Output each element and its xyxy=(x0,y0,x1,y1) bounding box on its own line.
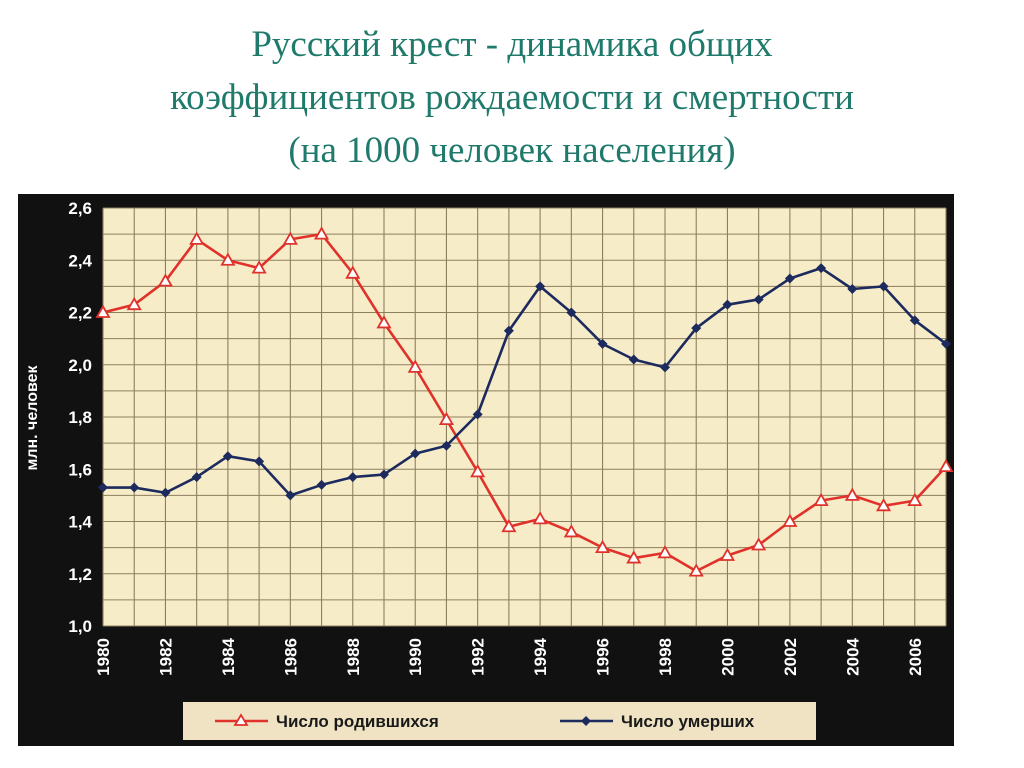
deaths-point xyxy=(566,307,577,318)
y-tick-label: 2,4 xyxy=(68,251,92,270)
deaths-point xyxy=(285,490,296,501)
deaths-point xyxy=(722,299,733,310)
births-point xyxy=(876,498,892,512)
births-point xyxy=(532,511,548,525)
y-tick-label: 1,4 xyxy=(68,513,92,532)
births-point xyxy=(220,252,236,266)
deaths-point xyxy=(410,448,421,459)
y-tick-label: 2,6 xyxy=(68,199,92,218)
deaths-point xyxy=(503,325,514,336)
x-tick-label: 1988 xyxy=(344,638,363,676)
births-point xyxy=(844,487,860,501)
x-tick-label: 1994 xyxy=(531,637,550,675)
deaths-point xyxy=(597,338,608,349)
y-axis: 2,6 2,4 2,2 2,0 1,8 1,6 1,4 1,2 1,0 xyxy=(68,199,92,636)
deaths-point xyxy=(472,409,483,420)
slide-title: Русский крест - динамика общих коэффицие… xyxy=(0,18,1024,177)
y-tick-label: 2,2 xyxy=(68,304,92,323)
births-point xyxy=(907,492,923,507)
x-tick-label: 1992 xyxy=(469,638,488,676)
births-point xyxy=(626,550,642,564)
x-tick-label: 1990 xyxy=(406,638,425,676)
deaths-point xyxy=(98,482,108,493)
deaths-point xyxy=(941,338,951,349)
births-point xyxy=(407,359,423,373)
deaths-point xyxy=(909,315,920,326)
deaths-point xyxy=(628,354,639,365)
births-point xyxy=(314,226,330,240)
births-point xyxy=(438,411,454,426)
series-layer xyxy=(95,226,954,577)
x-tick-label: 1982 xyxy=(156,638,175,676)
deaths-point xyxy=(847,283,858,294)
x-tick-label: 2006 xyxy=(906,638,925,676)
title-line-1: Русский крест - динамика общих xyxy=(251,24,773,65)
x-tick-label: 2004 xyxy=(843,637,862,675)
x-axis: 1980 1982 1984 1986 1988 1990 1992 1994 1996 1998… xyxy=(94,637,925,675)
births-point xyxy=(126,296,142,311)
deaths-point xyxy=(753,294,764,305)
deaths-point xyxy=(691,323,702,334)
deaths-point xyxy=(191,472,202,483)
births-point xyxy=(563,524,579,538)
y-tick-label: 1,6 xyxy=(68,460,92,479)
births-point xyxy=(657,545,673,559)
births-point xyxy=(189,231,205,245)
x-tick-label: 2002 xyxy=(781,638,800,676)
births-point xyxy=(345,265,361,279)
title-line-3: (на 1000 человек населения) xyxy=(288,130,736,171)
deaths-point xyxy=(878,281,889,292)
deaths-point xyxy=(660,362,670,373)
births-point xyxy=(938,458,954,473)
deaths-point xyxy=(535,281,546,292)
births-point xyxy=(251,260,267,274)
grid xyxy=(102,207,947,627)
y-tick-label: 1,2 xyxy=(68,565,92,584)
deaths-point xyxy=(441,440,452,451)
births-point xyxy=(595,539,611,554)
y-tick-label: 2,0 xyxy=(68,356,92,375)
x-tick-label: 1986 xyxy=(281,638,300,676)
births-point xyxy=(95,304,111,318)
series-line-0 xyxy=(102,232,947,573)
x-tick-label: 2000 xyxy=(718,638,737,676)
y-axis-title: млн. человек xyxy=(24,365,41,471)
births-point xyxy=(688,563,704,577)
births-point xyxy=(157,273,173,287)
births-point xyxy=(751,537,767,551)
births-point xyxy=(719,547,735,561)
births-point xyxy=(376,315,392,329)
births-point xyxy=(501,518,517,533)
deaths-point xyxy=(379,469,389,480)
y-tick-label: 1,8 xyxy=(68,408,92,427)
legend-box xyxy=(183,702,816,740)
deaths-point xyxy=(160,487,171,498)
births-point xyxy=(813,492,829,507)
title-line-2: коэффициентов рождаемости и смертности xyxy=(170,77,854,118)
births-point xyxy=(282,231,298,245)
deaths-point xyxy=(347,472,358,483)
x-tick-label: 1984 xyxy=(219,637,238,675)
deaths-point xyxy=(816,263,827,274)
legend-deaths-label: Число умерших xyxy=(621,712,755,731)
x-tick-label: 1998 xyxy=(656,638,675,676)
x-tick-label: 1980 xyxy=(94,638,113,676)
legend-births-label: Число родившихся xyxy=(276,712,439,731)
series-line-1 xyxy=(103,266,947,497)
deaths-point xyxy=(129,482,140,493)
y-tick-label: 1,0 xyxy=(68,617,92,636)
deaths-point xyxy=(254,456,265,467)
legend-births-marker xyxy=(233,713,249,726)
births-point xyxy=(470,464,486,478)
legend-deaths-marker xyxy=(581,716,591,726)
deaths-point xyxy=(222,451,233,462)
deaths-point xyxy=(316,479,327,490)
x-tick-label: 1996 xyxy=(594,638,613,676)
births-point xyxy=(782,513,798,527)
deaths-point xyxy=(784,273,795,284)
legend: Число родившихся Число умерших xyxy=(183,702,816,740)
